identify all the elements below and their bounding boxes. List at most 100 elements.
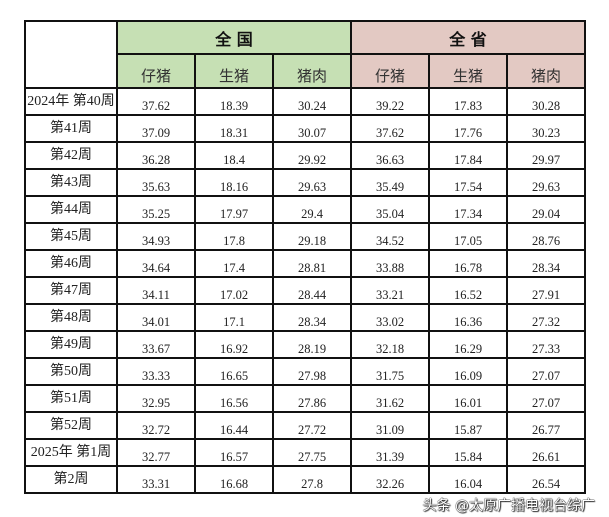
- price-cell: 37.62: [116, 87, 196, 116]
- price-cell: 16.44: [194, 411, 274, 440]
- price-cell: 27.07: [506, 384, 586, 413]
- price-cell: 34.01: [116, 303, 196, 332]
- price-cell: 26.77: [506, 411, 586, 440]
- price-cell: 27.07: [506, 357, 586, 386]
- price-cell: 39.22: [350, 87, 430, 116]
- price-cell: 33.67: [116, 330, 196, 359]
- price-cell: 33.21: [350, 276, 430, 305]
- price-cell: 17.83: [428, 87, 508, 116]
- table-row: 第44周 35.25 17.97 29.4 35.04 17.34 29.04: [24, 195, 586, 224]
- price-cell: 32.95: [116, 384, 196, 413]
- price-cell: 17.54: [428, 168, 508, 197]
- price-cell: 17.02: [194, 276, 274, 305]
- price-cell: 17.97: [194, 195, 274, 224]
- price-cell: 16.57: [194, 438, 274, 467]
- price-cell: 28.81: [272, 249, 352, 278]
- price-cell: 27.98: [272, 357, 352, 386]
- price-cell: 16.78: [428, 249, 508, 278]
- price-cell: 32.18: [350, 330, 430, 359]
- table-row: 第45周 34.93 17.8 29.18 34.52 17.05 28.76: [24, 222, 586, 251]
- price-cell: 17.34: [428, 195, 508, 224]
- price-cell: 31.75: [350, 357, 430, 386]
- week-label: 2024年 第40周: [24, 87, 118, 116]
- week-label: 第50周: [24, 357, 118, 386]
- price-cell: 27.86: [272, 384, 352, 413]
- price-cell: 16.92: [194, 330, 274, 359]
- price-cell: 36.63: [350, 141, 430, 170]
- price-cell: 16.68: [194, 465, 274, 494]
- price-cell: 29.63: [272, 168, 352, 197]
- price-cell: 18.31: [194, 114, 274, 143]
- table-row: 第2周 33.31 16.68 27.8 32.26 16.04 26.54: [24, 465, 586, 494]
- week-label: 第44周: [24, 195, 118, 224]
- price-cell: 32.72: [116, 411, 196, 440]
- price-cell: 17.8: [194, 222, 274, 251]
- price-cell: 31.09: [350, 411, 430, 440]
- price-cell: 34.93: [116, 222, 196, 251]
- price-cell: 27.33: [506, 330, 586, 359]
- subheader-pork-province: 猪肉: [506, 53, 586, 89]
- price-cell: 30.23: [506, 114, 586, 143]
- price-cell: 27.75: [272, 438, 352, 467]
- week-label: 第45周: [24, 222, 118, 251]
- group-header-national: 全 国: [116, 20, 352, 55]
- price-cell: 31.62: [350, 384, 430, 413]
- price-cell: 16.04: [428, 465, 508, 494]
- week-label: 第41周: [24, 114, 118, 143]
- price-cell: 27.8: [272, 465, 352, 494]
- table-row: 2024年 第40周 37.62 18.39 30.24 39.22 17.83 30.28: [24, 87, 586, 116]
- week-label: 第2周: [24, 465, 118, 494]
- week-label: 第52周: [24, 411, 118, 440]
- price-cell: 18.4: [194, 141, 274, 170]
- price-cell: 16.01: [428, 384, 508, 413]
- price-cell: 18.16: [194, 168, 274, 197]
- price-cell: 28.34: [272, 303, 352, 332]
- price-cell: 16.56: [194, 384, 274, 413]
- week-label: 第43周: [24, 168, 118, 197]
- table-row: 第50周 33.33 16.65 27.98 31.75 16.09 27.07: [24, 357, 586, 386]
- price-cell: 28.34: [506, 249, 586, 278]
- price-cell: 17.84: [428, 141, 508, 170]
- pig-price-table: 全 国 全 省 仔猪 生猪 猪肉 仔猪 生猪 猪肉 2024年 第40周 37.6…: [24, 20, 586, 494]
- week-label: 2025年 第1周: [24, 438, 118, 467]
- price-cell: 16.09: [428, 357, 508, 386]
- price-cell: 26.61: [506, 438, 586, 467]
- price-cell: 27.72: [272, 411, 352, 440]
- week-label: 第47周: [24, 276, 118, 305]
- price-cell: 15.84: [428, 438, 508, 467]
- table-row: 第48周 34.01 17.1 28.34 33.02 16.36 27.32: [24, 303, 586, 332]
- price-cell: 31.39: [350, 438, 430, 467]
- price-cell: 29.97: [506, 141, 586, 170]
- subheader-hog-province: 生猪: [428, 53, 508, 89]
- price-cell: 16.29: [428, 330, 508, 359]
- price-cell: 16.65: [194, 357, 274, 386]
- price-cell: 36.28: [116, 141, 196, 170]
- price-cell: 29.04: [506, 195, 586, 224]
- price-cell: 29.18: [272, 222, 352, 251]
- subheader-pork-national: 猪肉: [272, 53, 352, 89]
- price-cell: 32.77: [116, 438, 196, 467]
- price-cell: 16.52: [428, 276, 508, 305]
- price-cell: 34.11: [116, 276, 196, 305]
- price-cell: 29.92: [272, 141, 352, 170]
- table-row: 第47周 34.11 17.02 28.44 33.21 16.52 27.91: [24, 276, 586, 305]
- subheader-row: 仔猪 生猪 猪肉 仔猪 生猪 猪肉: [25, 53, 586, 89]
- table-row: 第42周 36.28 18.4 29.92 36.63 17.84 29.97: [24, 141, 586, 170]
- price-cell: 30.28: [506, 87, 586, 116]
- price-cell: 37.09: [116, 114, 196, 143]
- price-cell: 29.4: [272, 195, 352, 224]
- price-cell: 35.04: [350, 195, 430, 224]
- table-row: 第41周 37.09 18.31 30.07 37.62 17.76 30.23: [24, 114, 586, 143]
- week-label: 第42周: [24, 141, 118, 170]
- subheader-piglet-national: 仔猪: [116, 53, 196, 89]
- price-cell: 18.39: [194, 87, 274, 116]
- week-label: 第49周: [24, 330, 118, 359]
- price-cell: 17.1: [194, 303, 274, 332]
- price-cell: 33.33: [116, 357, 196, 386]
- subheader-hog-national: 生猪: [194, 53, 274, 89]
- price-cell: 30.07: [272, 114, 352, 143]
- corner-cell: [24, 20, 118, 89]
- week-label: 第48周: [24, 303, 118, 332]
- table-row: 第43周 35.63 18.16 29.63 35.49 17.54 29.63: [24, 168, 586, 197]
- table-row: 第49周 33.67 16.92 28.19 32.18 16.29 27.33: [24, 330, 586, 359]
